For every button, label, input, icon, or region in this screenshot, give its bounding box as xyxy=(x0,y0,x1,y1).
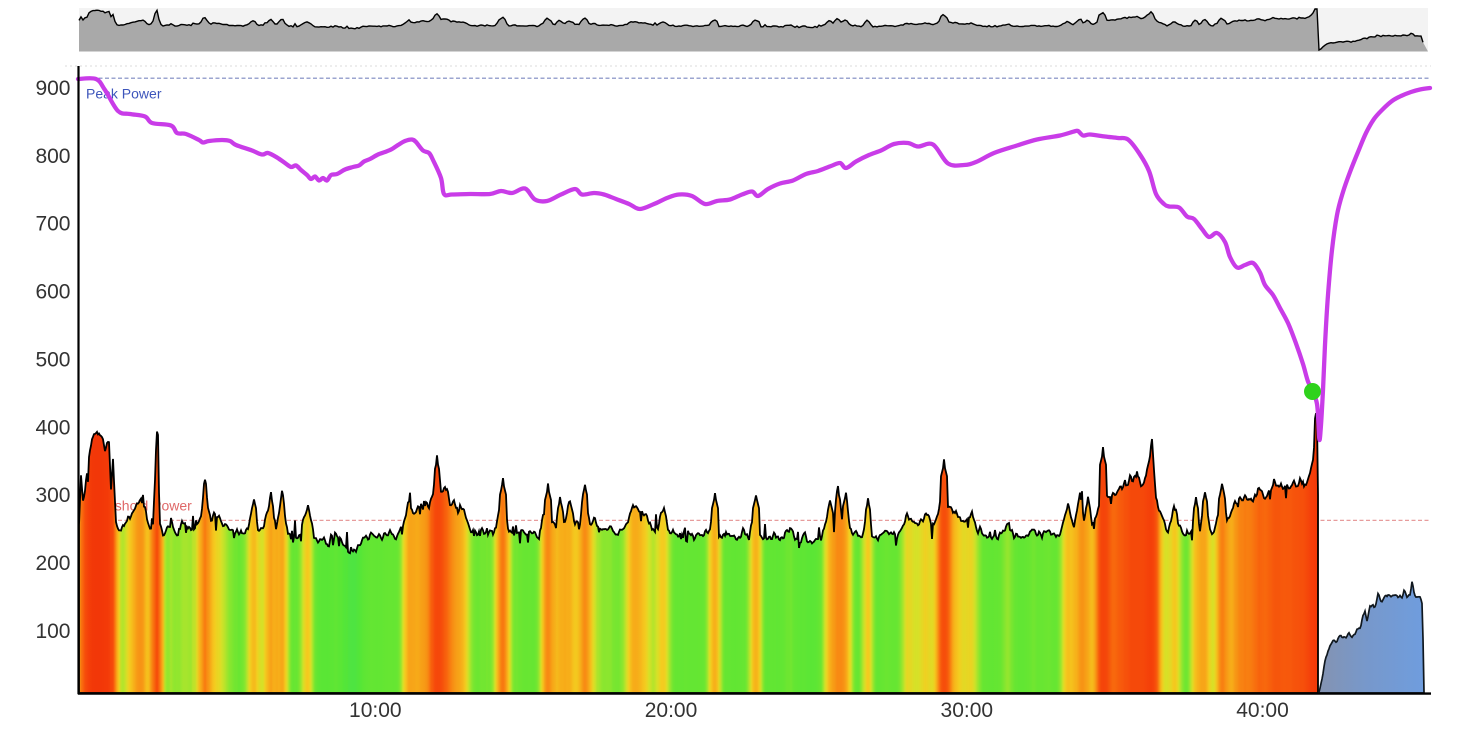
svg-text:30:00: 30:00 xyxy=(941,699,994,722)
svg-text:600: 600 xyxy=(35,281,70,304)
svg-text:500: 500 xyxy=(35,348,70,371)
svg-text:400: 400 xyxy=(35,416,70,439)
svg-text:Peak Power: Peak Power xyxy=(86,86,162,102)
svg-text:10:00: 10:00 xyxy=(349,699,402,722)
svg-text:40:00: 40:00 xyxy=(1236,699,1289,722)
svg-text:700: 700 xyxy=(35,213,70,236)
svg-text:900: 900 xyxy=(35,77,70,100)
svg-text:800: 800 xyxy=(35,145,70,168)
svg-text:200: 200 xyxy=(35,552,70,575)
svg-text:20:00: 20:00 xyxy=(645,699,698,722)
svg-text:100: 100 xyxy=(35,620,70,643)
svg-text:300: 300 xyxy=(35,484,70,507)
